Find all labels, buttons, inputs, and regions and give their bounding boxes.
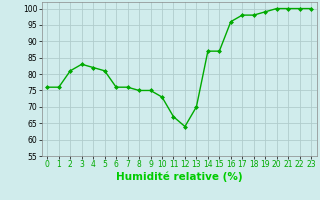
X-axis label: Humidité relative (%): Humidité relative (%) <box>116 172 243 182</box>
